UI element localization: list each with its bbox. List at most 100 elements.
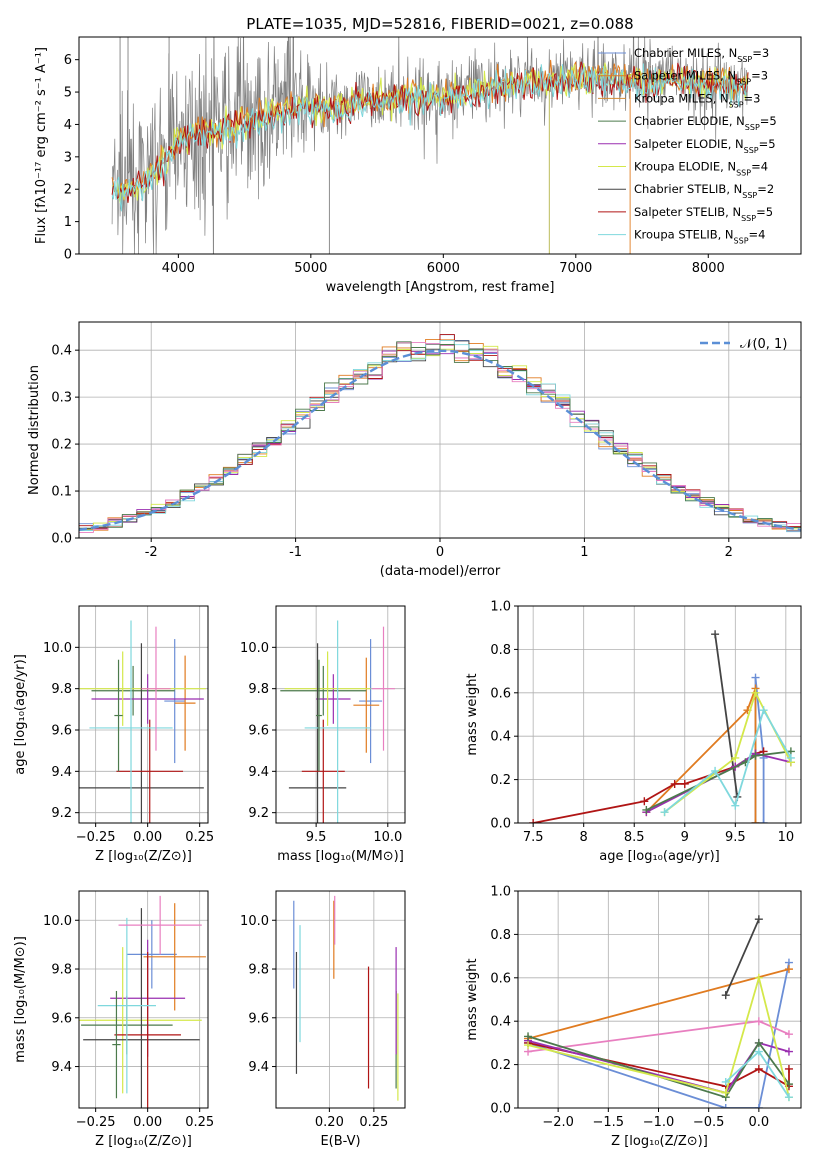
y-tick-label: 9.6 <box>248 1011 269 1026</box>
x-tick-label: −2.0 <box>542 1115 574 1130</box>
x-tick-label: 8000 <box>692 261 725 276</box>
y-tick-label: 0 <box>64 248 72 263</box>
legend-entry: Salpeter ELODIE, NSSP=5 <box>634 137 776 155</box>
model-fit-line-kroupa-stelib <box>111 63 749 212</box>
legend-entry: Kroupa STELIB, NSSP=4 <box>634 228 765 246</box>
plot-area <box>79 620 206 823</box>
x-tick-label: 6000 <box>427 261 460 276</box>
weight-point-marker <box>642 805 651 814</box>
plot-area <box>79 334 801 533</box>
weight-point-marker <box>711 630 720 639</box>
plot-area <box>524 915 793 1108</box>
y-tick-label: 10.0 <box>240 641 269 656</box>
legend-entry: Chabrier MILES, NSSP=3 <box>634 46 769 64</box>
y-tick-label: 0.2 <box>490 1058 511 1073</box>
weight-point-marker <box>784 1030 793 1039</box>
y-tick-label: 0.0 <box>490 1102 511 1117</box>
x-tick-label: 2 <box>725 545 733 560</box>
weight-point-marker <box>784 1064 793 1073</box>
weight-point-marker <box>640 797 649 806</box>
x-tick-label: 7000 <box>559 261 592 276</box>
plot-area <box>529 630 795 823</box>
axes-frame <box>78 36 802 255</box>
weight-point-marker <box>529 819 538 823</box>
y-tick-label: 10.0 <box>43 641 72 656</box>
y-tick-label: 1 <box>64 215 72 230</box>
x-tick-label: 7.5 <box>523 830 544 845</box>
weight-point-marker <box>754 1038 763 1047</box>
y-axis-label: Flux [fλ10⁻¹⁷ erg cm⁻² s⁻¹ A⁻¹] <box>34 47 49 244</box>
weight-point-marker <box>754 1064 763 1073</box>
x-tick-label: 10.0 <box>373 830 402 845</box>
x-tick-label: 0.25 <box>185 830 214 845</box>
y-tick-label: 1.0 <box>490 885 511 900</box>
spectrum-legend: Chabrier MILES, NSSP=3 Salpeter MILES, NS… <box>598 46 777 245</box>
chart-age_vs_mass: 9.5 10.0 9.2 9.4 9.6 9.8 10.0 mass [log₁₀(M/M⊙)… <box>240 605 406 864</box>
weight-point-marker <box>660 808 669 817</box>
plot-area <box>293 895 399 1101</box>
y-tick-label: 0.2 <box>51 438 72 453</box>
x-tick-label: −1.5 <box>593 1115 625 1130</box>
x-tick-label: 0 <box>436 545 444 560</box>
weight-point-marker <box>721 1077 730 1086</box>
legend-entry: Kroupa MILES, NSSP=3 <box>634 91 760 109</box>
x-tick-label: 9 <box>681 830 689 845</box>
axes-frame <box>517 605 802 824</box>
y-tick-label: 0.1 <box>51 485 72 500</box>
y-tick-label: 9.6 <box>51 1011 72 1026</box>
y-tick-label: 9.6 <box>51 724 72 739</box>
x-axis-label: age [log₁₀(age/yr)] <box>599 849 720 864</box>
x-tick-label: 0.20 <box>315 1115 344 1130</box>
x-axis-label: Z [log₁₀(Z/Z⊙)] <box>95 1134 192 1149</box>
y-tick-label: 9.4 <box>51 765 72 780</box>
x-axis-label: wavelength [Angstrom, rest frame] <box>326 280 555 295</box>
weight-series-line <box>527 968 790 1040</box>
weight-point-marker <box>759 706 768 715</box>
legend-entry: Salpeter STELIB, NSSP=5 <box>634 205 773 223</box>
x-tick-label: 1 <box>580 545 588 560</box>
weight-series-line <box>645 752 792 813</box>
axes-frame <box>275 890 406 1109</box>
weight-point-marker <box>524 1041 533 1050</box>
x-tick-label: -2 <box>145 545 158 560</box>
chart-spectrum: 4000 5000 6000 7000 8000 0 1 2 3 4 5 6 wavelength [A… <box>34 36 802 295</box>
y-tick-label: 9.8 <box>51 682 72 697</box>
legend-entry: Chabrier STELIB, NSSP=2 <box>634 182 774 200</box>
y-tick-label: 5 <box>64 86 72 101</box>
weight-point-marker <box>751 673 760 682</box>
y-tick-label: 9.8 <box>248 682 269 697</box>
x-axis-label: Z [log₁₀(Z/Z⊙)] <box>611 1134 708 1149</box>
x-axis-label: (data-model)/error <box>380 564 501 579</box>
y-axis-label: mass weight <box>465 958 480 1040</box>
y-tick-label: 4 <box>64 118 72 133</box>
y-axis-label: mass weight <box>465 673 480 755</box>
weight-point-marker <box>670 779 679 788</box>
x-tick-label: -1 <box>289 545 302 560</box>
axes-frame <box>517 890 802 1109</box>
weight-series-line <box>714 634 739 798</box>
weight-series-line <box>527 1035 790 1099</box>
weight-point-marker <box>784 1047 793 1056</box>
plot-area <box>280 620 395 823</box>
y-axis-label: age [log₁₀(age/yr)] <box>13 654 28 775</box>
x-tick-label: −0.25 <box>76 830 116 845</box>
x-tick-label: 0.0 <box>749 1115 770 1130</box>
x-axis-label: Z [log₁₀(Z/Z⊙)] <box>95 849 192 864</box>
chart-age_vs_Z: −0.25 0.00 0.25 9.2 9.4 9.6 9.8 10.0 Z [log₁₀(Z/… <box>13 605 214 864</box>
x-tick-label: 8 <box>580 830 588 845</box>
legend-normal-label: 𝒩(0, 1) <box>740 337 787 352</box>
y-tick-label: 9.8 <box>51 963 72 978</box>
y-tick-label: 9.4 <box>248 1060 269 1075</box>
weight-point-marker <box>731 753 740 762</box>
y-tick-label: 9.2 <box>248 806 269 821</box>
y-tick-label: 3 <box>64 150 72 165</box>
axes-frame <box>78 890 209 1109</box>
x-tick-label: 9.5 <box>306 830 327 845</box>
weight-point-marker <box>711 766 720 775</box>
y-tick-label: 0.3 <box>51 391 72 406</box>
x-axis-label: E(B-V) <box>320 1134 360 1149</box>
legend-entry: Kroupa ELODIE, NSSP=4 <box>634 160 768 178</box>
x-tick-label: 0.00 <box>133 1115 162 1130</box>
x-tick-label: 4000 <box>162 261 195 276</box>
